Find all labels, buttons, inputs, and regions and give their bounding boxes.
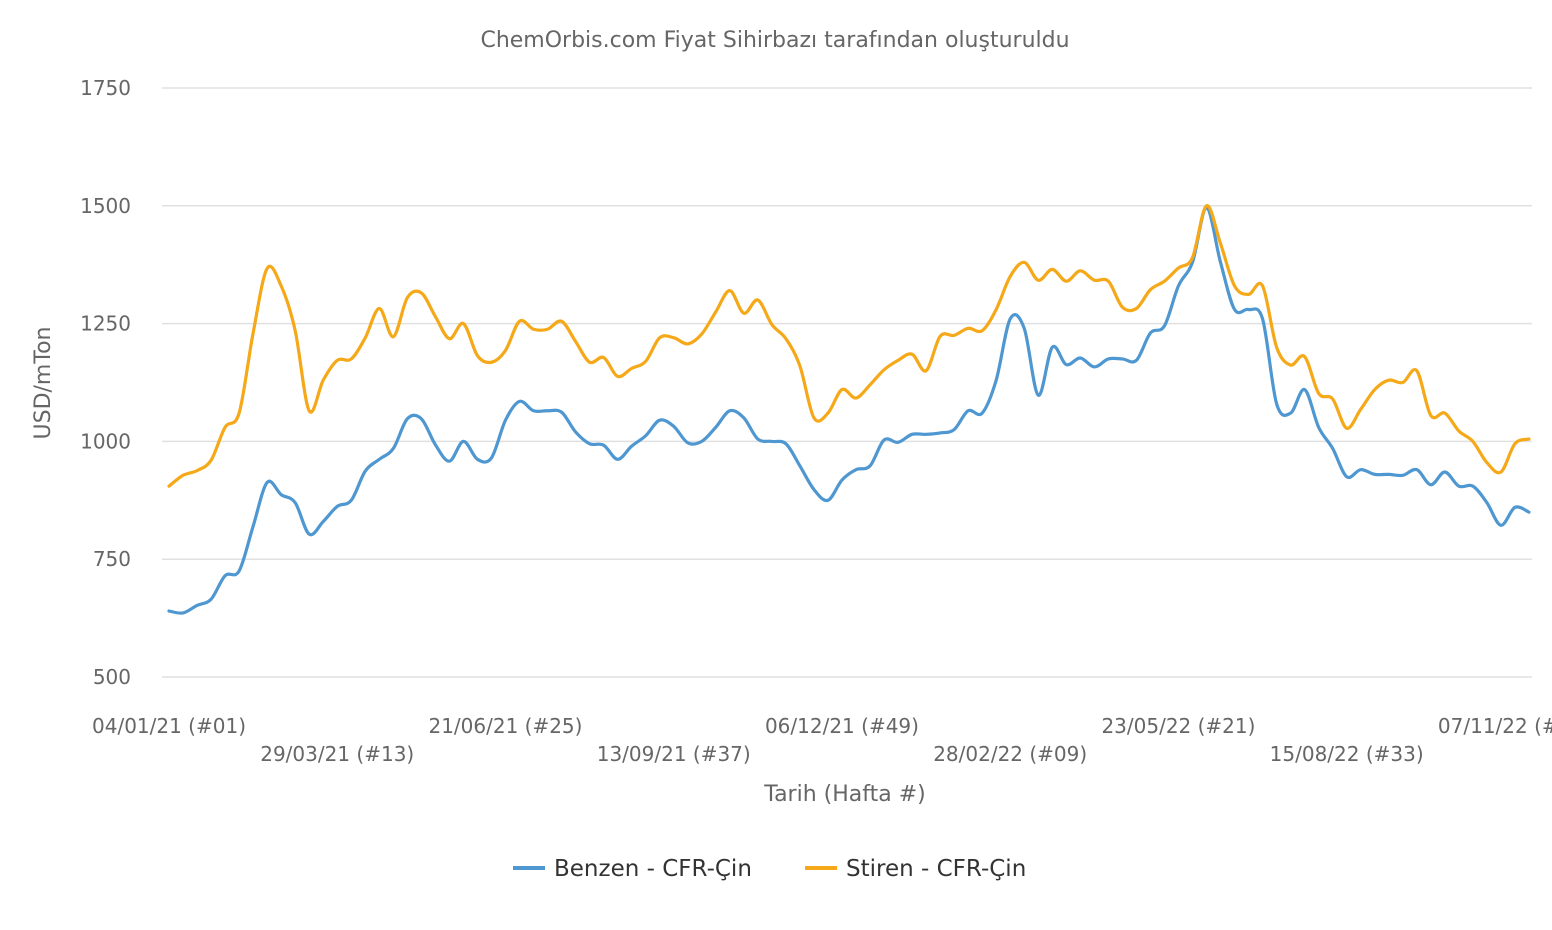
legend-label: Stiren - CFR-Çin <box>846 856 1026 882</box>
legend-label: Benzen - CFR-Çin <box>554 856 752 882</box>
x-tick-label: 04/01/21 (#01) <box>92 714 246 738</box>
y-tick-label: 1000 <box>80 429 131 453</box>
x-tick-label: 21/06/21 (#25) <box>428 714 582 738</box>
y-axis-ticks: 500 750 1000 1250 1500 1750 <box>80 76 131 689</box>
y-axis-title: USD/mTon <box>31 327 56 440</box>
y-tick-label: 1750 <box>80 76 131 100</box>
x-tick-label: 06/12/21 (#49) <box>765 714 919 738</box>
series-lines <box>167 204 1531 615</box>
x-tick-label: 15/08/22 (#33) <box>1270 742 1424 766</box>
y-tick-label: 500 <box>93 665 131 689</box>
x-tick-label: 29/03/21 (#13) <box>260 742 414 766</box>
chart-title: ChemOrbis.com Fiyat Sihirbazı tarafından… <box>480 28 1069 53</box>
y-tick-label: 750 <box>93 547 131 571</box>
x-tick-label: 07/11/22 (#45) <box>1438 714 1552 738</box>
x-tick-label: 23/05/22 (#21) <box>1101 714 1255 738</box>
grid-lines <box>162 87 1532 678</box>
y-tick-label: 1500 <box>80 194 131 218</box>
series-line-stiren <box>167 204 1531 488</box>
x-tick-label: 13/09/21 (#37) <box>597 742 751 766</box>
x-tick-label: 28/02/22 (#09) <box>933 742 1087 766</box>
legend-item[interactable]: Stiren - CFR-Çin <box>805 856 1026 882</box>
x-axis-ticks: 04/01/21 (#01) 21/06/21 (#25) 06/12/21 (#4… <box>92 714 1552 766</box>
legend-item[interactable]: Benzen - CFR-Çin <box>513 856 752 882</box>
x-axis-title: Tarih (Hafta #) <box>763 782 925 807</box>
series-line-benzen <box>167 206 1531 615</box>
y-tick-label: 1250 <box>80 312 131 336</box>
legend: Benzen - CFR-Çin Stiren - CFR-Çin <box>513 856 1026 882</box>
